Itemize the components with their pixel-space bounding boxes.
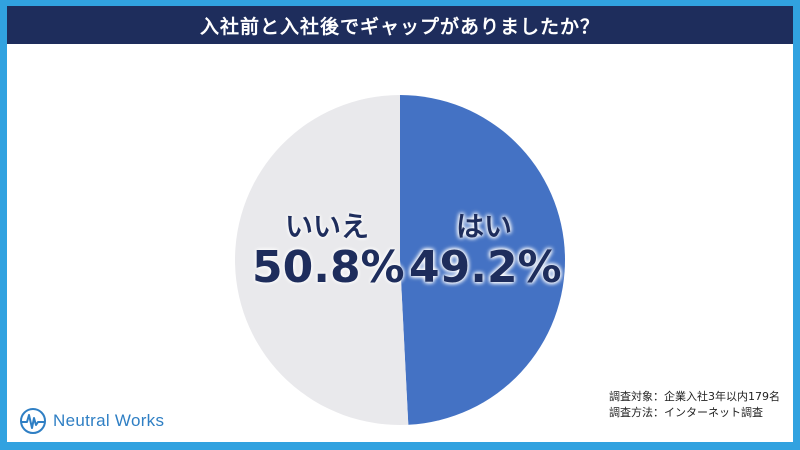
slice-label-no: いいえ 50.8% <box>252 210 405 293</box>
survey-note-method: 調査方法：インターネット調査 <box>609 406 763 419</box>
pie-slice-yes <box>400 95 565 425</box>
slice-label-no-category: いいえ <box>284 210 369 243</box>
survey-note-target: 調査対象：企業入社3年以内179名 <box>609 390 780 403</box>
survey-note: 調査対象：企業入社3年以内179名 調査方法：インターネット調査 <box>609 389 780 421</box>
chart-card: 入社前と入社後でギャップがありましたか？ はい 49.2% いいえ 50.8% … <box>7 6 793 442</box>
pie-slice-no <box>234 95 409 426</box>
slice-label-no-value: 50.8% <box>252 242 405 293</box>
slice-label-yes: はい 49.2% <box>409 210 562 293</box>
neutral-works-logo-icon <box>20 408 46 434</box>
pie-chart <box>234 95 565 426</box>
brand-logo: Neutral Works <box>19 407 164 435</box>
slice-label-yes-value: 49.2% <box>409 242 562 293</box>
chart-title: 入社前と入社後でギャップがありましたか？ <box>7 6 793 44</box>
slice-label-yes-category: はい <box>455 210 512 243</box>
brand-logo-text: Neutral Works <box>53 411 165 430</box>
